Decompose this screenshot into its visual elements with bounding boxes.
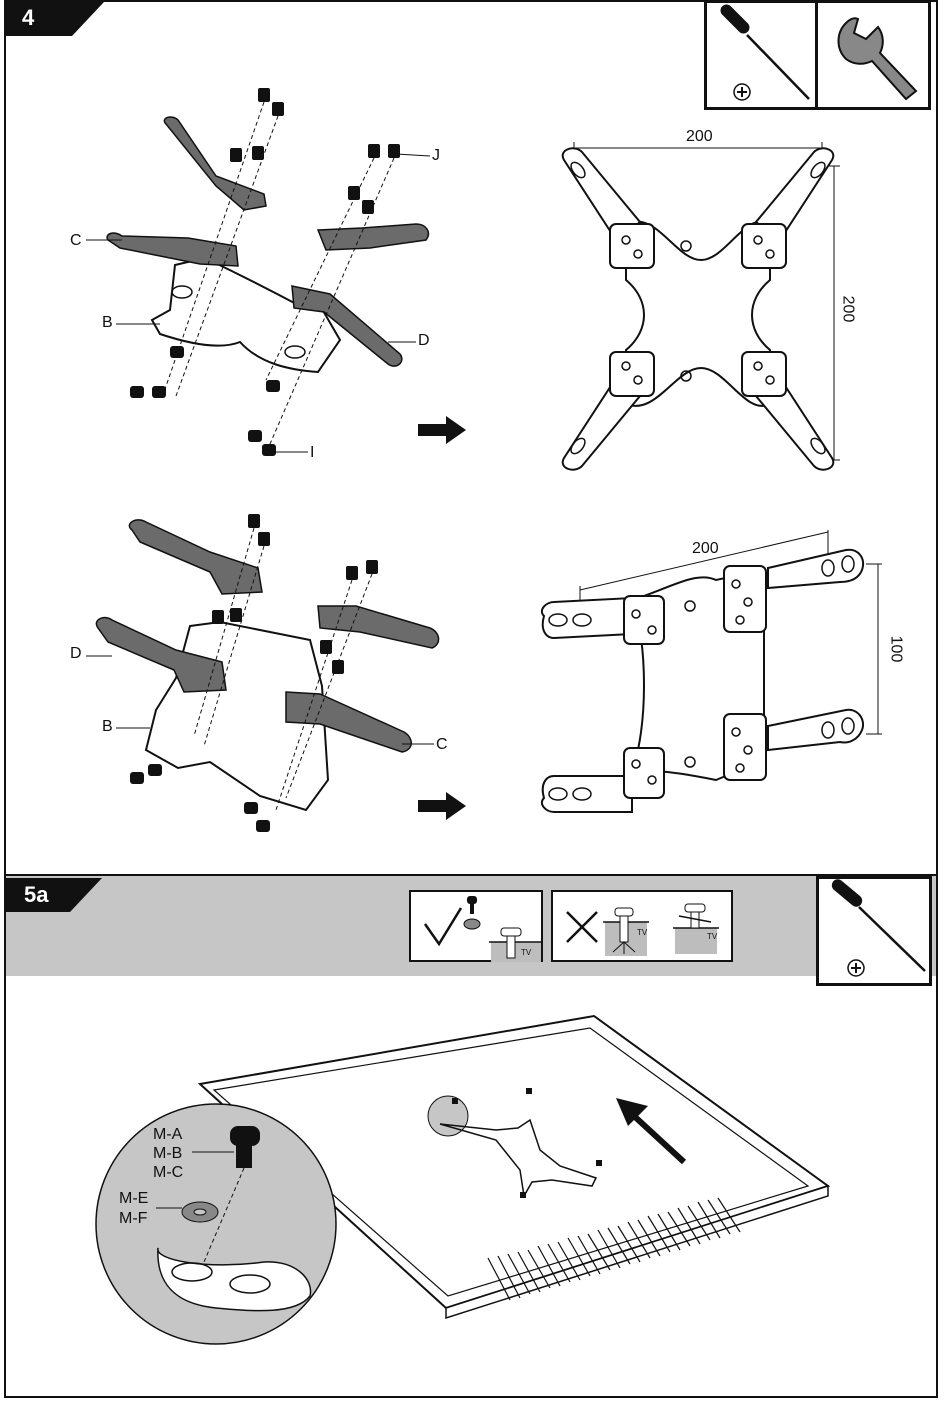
part-label-d-bottom: D (70, 645, 82, 662)
tv-mount-too-long-icon (603, 907, 649, 956)
part-label-b-top: B (102, 314, 113, 331)
bracket-assembled-200x200 (561, 142, 840, 471)
check-icon (423, 907, 463, 947)
arrow-up-icon (616, 1098, 687, 1165)
screw-label-m-b: M-B (153, 1145, 183, 1162)
part-label-b-bottom: B (102, 718, 113, 735)
bracket-assembled-200x100 (540, 530, 882, 813)
screw-washer-icon (463, 896, 481, 930)
correct-screw-panel: TV (409, 890, 543, 962)
arrow-right-icon (418, 792, 466, 820)
tv-tag-correct: TV (521, 948, 532, 957)
tv-mount-too-short-icon (673, 903, 719, 954)
tv-back-illustration (197, 1014, 831, 1320)
part-label-j: J (432, 147, 440, 164)
tv-tag-too-long: TV (637, 928, 648, 937)
bracket-exploded-200x100 (86, 514, 440, 832)
tv-mount-correct-icon (489, 927, 543, 962)
part-label-c-top: C (70, 232, 82, 249)
arrow-right-icon (418, 416, 466, 444)
detail-magnifier (95, 1103, 337, 1345)
incorrect-screw-panel: TV TV (551, 890, 733, 962)
bracket-exploded-200x200 (86, 88, 431, 456)
screw-label-m-a: M-A (153, 1126, 183, 1143)
dimension-bottom-width: 200 (692, 540, 719, 557)
screw-label-m-c: M-C (153, 1164, 184, 1181)
step-5a-label: 5a (24, 882, 49, 907)
dimension-top-height: 200 (839, 295, 857, 323)
wrench-tool-box (815, 0, 931, 110)
section-divider (4, 874, 938, 876)
screwdriver-icon (831, 879, 926, 972)
screwdriver-tool-box-5a (816, 876, 932, 986)
washer-label-m-f: M-F (119, 1210, 148, 1227)
step-4-tab (6, 2, 104, 36)
dimension-top-width: 200 (686, 128, 713, 145)
step-4-label: 4 (22, 5, 35, 30)
part-label-c-bottom: C (436, 736, 448, 753)
cross-icon (566, 911, 598, 943)
phillips-icon (847, 959, 865, 977)
screwdriver-tool-box (704, 0, 818, 110)
phillips-icon (733, 83, 751, 101)
part-label-i: I (310, 444, 315, 461)
page-frame (4, 0, 938, 1398)
screwdriver-icon (720, 4, 810, 100)
tv-tag-too-short: TV (707, 932, 718, 941)
part-label-d-top: D (418, 332, 430, 349)
wrench-icon (837, 17, 918, 101)
step-5a-tab (6, 878, 102, 912)
washer-label-m-e: M-E (119, 1190, 149, 1207)
dimension-bottom-height: 100 (887, 635, 905, 663)
